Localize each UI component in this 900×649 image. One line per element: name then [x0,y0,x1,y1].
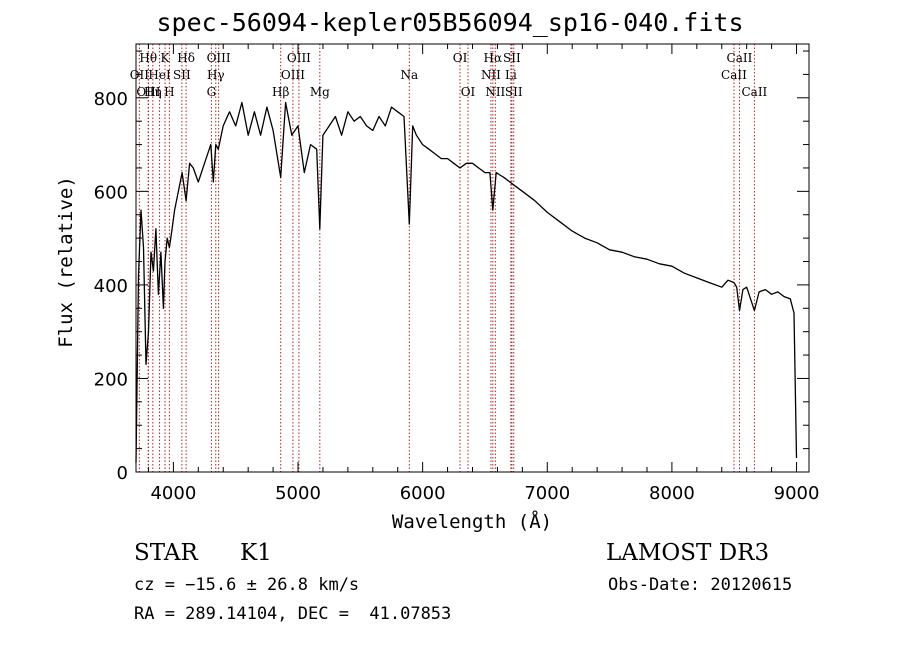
line-label: OII [130,68,150,82]
line-label: OIII [136,85,160,99]
emission-line-markers [138,44,755,472]
line-label: Hβ [272,85,289,99]
x-tick-label: 7000 [524,483,570,504]
y-axis-label: Flux (relative) [55,176,77,348]
line-label: Na [400,68,418,82]
line-label: CaII [741,85,767,99]
line-label: K [161,51,171,65]
line-label: Hδ [177,51,195,65]
flux-series [135,101,798,463]
line-label: Li [505,68,517,82]
y-tick-label: 200 [94,369,128,390]
line-label: CaII [721,68,747,82]
line-label: NII [481,68,501,82]
line-label: OI [461,85,476,99]
line-label: SII [505,85,523,99]
chart-title: spec-56094-kepler05B56094_sp16-040.fits [156,8,744,37]
y-tick-label: 0 [117,463,128,484]
flux-line [135,101,798,463]
line-label: OIII [287,51,311,65]
coordinates: RA = 289.14104, DEC = 41.07853 [134,604,452,624]
object-subclass: K1 [240,540,272,566]
axis-ticks: 4000 5000 6000 7000 8000 9000 0 200 400 600 800 [94,44,820,504]
line-label: Hα [484,51,503,65]
line-label: CaII [727,51,753,65]
line-label: Hγ [207,68,225,82]
obs-date: Obs-Date: 20120615 [608,575,793,595]
line-label: OIII [207,51,231,65]
y-tick-label: 800 [94,89,128,110]
x-axis-label: Wavelength (Å) [391,511,553,533]
line-label: HeI [148,68,171,82]
x-tick-label: 6000 [400,483,446,504]
line-label: NII [485,85,505,99]
line-label: SII [503,51,521,65]
line-label: Mg [310,85,330,99]
x-tick-label: 5000 [275,483,321,504]
line-label: Hθ [139,51,157,65]
line-label: SII [173,68,191,82]
plot-frame [135,43,810,473]
y-tick-label: 400 [94,276,128,297]
x-tick-label: 4000 [150,483,196,504]
line-label: OI [453,51,468,65]
x-tick-label: 9000 [774,483,820,504]
line-label: G [207,85,217,99]
x-tick-label: 8000 [649,483,695,504]
survey-name: LAMOST DR3 [606,540,770,566]
line-labels: OIIHθOIIIHηHeIKHSIIHδGHγOIIIHβOIIIOIIIMg… [130,51,768,99]
redshift-info: cz = −15.6 ± 26.8 km/s [134,575,360,595]
line-label: OIII [281,68,305,82]
object-class: STAR [134,540,198,566]
line-label: H [164,85,174,99]
line-label: Hη [144,85,162,99]
y-tick-label: 600 [94,182,128,203]
